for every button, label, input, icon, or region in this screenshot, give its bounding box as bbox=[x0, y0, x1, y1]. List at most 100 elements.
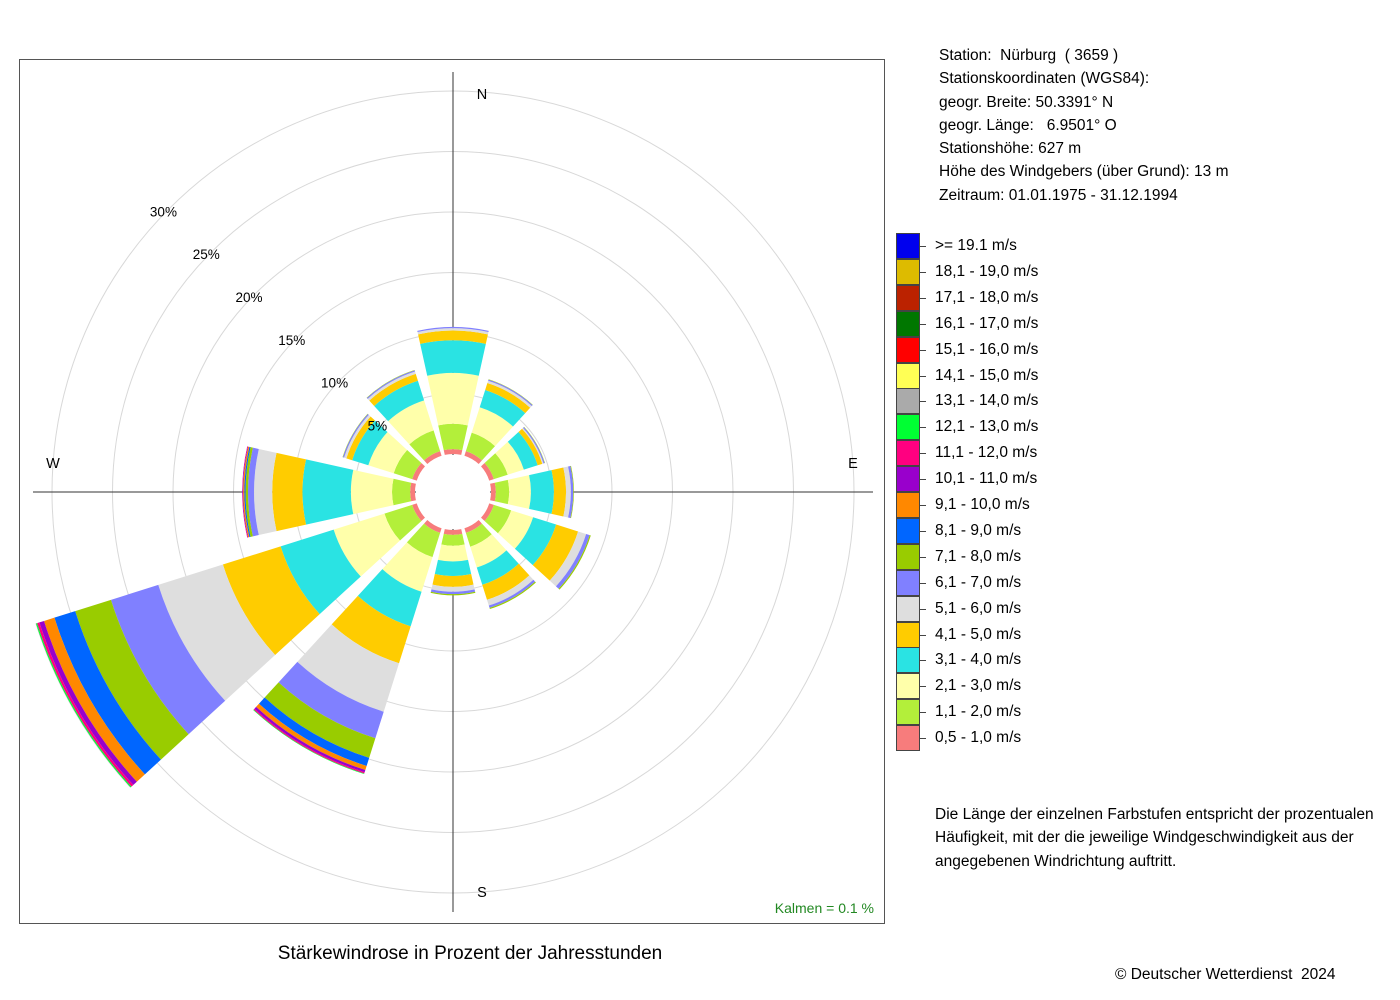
legend-entry: 1,1 - 2,0 m/s bbox=[896, 699, 1196, 726]
rose-segment-30-3 bbox=[479, 389, 526, 427]
rose-segment-30-2 bbox=[471, 407, 514, 447]
time-period: Zeitraum: 01.01.1975 - 31.12.1994 bbox=[939, 186, 1178, 204]
rose-segment-210-6 bbox=[278, 661, 384, 739]
legend-entry: 17,1 - 18,0 m/s bbox=[896, 284, 1196, 311]
rose-segment-330-4 bbox=[369, 373, 418, 406]
rose-segment-30-5 bbox=[487, 380, 532, 408]
rose-segment-30-1 bbox=[465, 432, 496, 461]
rose-segment-180-0 bbox=[443, 529, 463, 535]
legend-label: 2,1 - 3,0 m/s bbox=[935, 677, 1022, 695]
legend-tick bbox=[920, 297, 926, 299]
rose-segment-60-6 bbox=[522, 427, 545, 464]
rose-segment-240-7 bbox=[75, 599, 189, 760]
legend-label: 13,1 - 14,0 m/s bbox=[935, 392, 1039, 410]
legend-entry: 12,1 - 13,0 m/s bbox=[896, 414, 1196, 441]
legend-tick bbox=[920, 271, 926, 273]
legend-label: 6,1 - 7,0 m/s bbox=[935, 573, 1022, 591]
rose-segment-90-1 bbox=[494, 479, 510, 505]
rose-segment-270-8 bbox=[244, 446, 251, 538]
rose-segment-150-5 bbox=[486, 575, 534, 606]
rose-segment-0-2 bbox=[427, 372, 479, 426]
legend-label: 3,1 - 4,0 m/s bbox=[935, 651, 1022, 669]
rose-segment-270-3 bbox=[302, 459, 354, 525]
rose-segment-240-8 bbox=[54, 611, 161, 775]
legend-tick bbox=[920, 738, 926, 740]
rose-segment-120-2 bbox=[497, 510, 534, 549]
legend-label: 14,1 - 15,0 m/s bbox=[935, 366, 1039, 384]
legend-swatch bbox=[896, 414, 920, 441]
legend-swatch bbox=[896, 595, 920, 622]
direction-label-n: N bbox=[477, 87, 487, 103]
legend-entry: 11,1 - 12,0 m/s bbox=[896, 440, 1196, 467]
rose-segment-180-3 bbox=[434, 559, 472, 576]
legend-tick bbox=[920, 556, 926, 558]
legend-swatch bbox=[896, 569, 920, 596]
legend-entry: >= 19.1 m/s bbox=[896, 233, 1196, 259]
rose-segment-90-4 bbox=[551, 467, 567, 517]
sensor-height: Höhe des Windgebers (über Grund): 13 m bbox=[939, 163, 1229, 181]
direction-label-s: S bbox=[477, 885, 487, 901]
rose-segment-30-6 bbox=[488, 379, 533, 406]
station-latitude: geogr. Breite: 50.3391° N bbox=[939, 93, 1114, 111]
legend-label: 17,1 - 18,0 m/s bbox=[935, 288, 1039, 306]
rose-segment-0-3 bbox=[420, 340, 486, 376]
legend-tick bbox=[920, 479, 926, 481]
rose-segment-240-9 bbox=[44, 617, 145, 782]
rose-segment-120-5 bbox=[549, 531, 587, 587]
legend-tick bbox=[920, 453, 926, 455]
legend-swatch bbox=[896, 388, 920, 415]
rose-segment-300-3 bbox=[352, 420, 388, 466]
legend-label: 10,1 - 11,0 m/s bbox=[935, 470, 1038, 488]
rose-segment-270-7 bbox=[245, 447, 253, 537]
station-name: Station: Nürburg ( 3659 ) bbox=[939, 47, 1119, 64]
rose-segment-300-4 bbox=[346, 416, 376, 461]
legend-tick bbox=[920, 634, 926, 636]
rose-segment-180-2 bbox=[437, 544, 469, 562]
rose-segment-120-0 bbox=[481, 503, 494, 521]
legend-swatch bbox=[896, 233, 920, 259]
legend-tick bbox=[920, 323, 926, 325]
rose-segment-120-4 bbox=[532, 524, 579, 581]
legend-entry: 7,1 - 8,0 m/s bbox=[896, 543, 1196, 570]
legend-tick bbox=[920, 427, 926, 429]
legend-entry: 10,1 - 11,0 m/s bbox=[896, 466, 1196, 493]
legend-tick bbox=[920, 660, 926, 662]
legend-label: 7,1 - 8,0 m/s bbox=[935, 547, 1022, 565]
legend-label: 15,1 - 16,0 m/s bbox=[935, 340, 1039, 358]
legend-swatch bbox=[896, 492, 920, 518]
rose-segment-150-2 bbox=[470, 534, 507, 568]
legend-label: 9,1 - 10,0 m/s bbox=[935, 496, 1030, 513]
rose-segment-120-6 bbox=[555, 533, 590, 589]
rose-segment-60-4 bbox=[518, 428, 543, 466]
radial-tick-label-10: 10% bbox=[321, 376, 348, 391]
legend-tick bbox=[920, 349, 926, 351]
legend-entry: 5,1 - 6,0 m/s bbox=[896, 595, 1196, 622]
legend-swatch bbox=[896, 336, 920, 363]
legend-tick bbox=[920, 686, 926, 688]
legend-label: 16,1 - 17,0 m/s bbox=[935, 314, 1039, 332]
rose-segment-90-7 bbox=[570, 465, 574, 519]
legend-entry: 0,5 - 1,0 m/s bbox=[896, 725, 1196, 752]
legend-entry: 2,1 - 3,0 m/s bbox=[896, 673, 1196, 700]
rose-segment-150-1 bbox=[465, 523, 492, 547]
legend-label: 8,1 - 9,0 m/s bbox=[935, 521, 1022, 539]
station-height: Stationshöhe: 627 m bbox=[939, 140, 1082, 158]
legend-label: 4,1 - 5,0 m/s bbox=[935, 625, 1022, 643]
rose-segment-330-0 bbox=[424, 451, 442, 464]
rose-segment-210-9 bbox=[256, 703, 367, 771]
rose-segment-330-3 bbox=[374, 380, 425, 422]
legend-tick bbox=[920, 530, 926, 532]
rose-segment-150-0 bbox=[464, 520, 482, 533]
legend-label: >= 19.1 m/s bbox=[935, 237, 1017, 254]
rose-segment-240-2 bbox=[333, 513, 401, 577]
direction-label-e: E bbox=[848, 456, 858, 472]
rose-segment-270-2 bbox=[350, 469, 394, 515]
rose-segment-300-1 bbox=[393, 449, 422, 480]
legend-tick bbox=[920, 401, 926, 403]
rose-segment-180-4 bbox=[432, 573, 474, 587]
rose-segment-90-5 bbox=[563, 466, 571, 518]
rose-segment-300-5 bbox=[344, 414, 371, 459]
radial-tick-label-15: 15% bbox=[278, 333, 305, 348]
legend-tick bbox=[920, 505, 926, 506]
legend-entry: 16,1 - 17,0 m/s bbox=[896, 310, 1196, 337]
